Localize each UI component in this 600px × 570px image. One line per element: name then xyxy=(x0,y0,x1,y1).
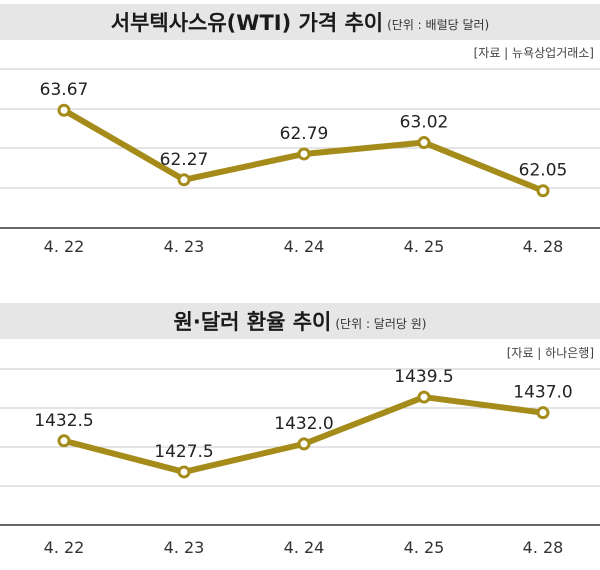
chart2-data-point xyxy=(297,437,311,451)
chart2-unit: (단위 : 달러당 원) xyxy=(335,316,427,331)
chart1-source: [자료 | 뉴욕상업거래소] xyxy=(473,46,594,60)
chart2-data-label: 1432.0 xyxy=(274,414,333,434)
chart1-title: 서부텍사스유(WTI) 가격 추이 xyxy=(110,11,384,35)
chart2-title-bar: 원·달러 환율 추이 (단위 : 달러당 원) xyxy=(0,303,600,339)
chart1-data-point xyxy=(297,147,311,161)
chart1-data-label: 62.79 xyxy=(280,124,329,144)
chart2-data-label: 1437.0 xyxy=(513,383,572,403)
chart2-data-point xyxy=(177,465,191,479)
chart1-data-point xyxy=(536,184,550,198)
chart1-x-tick-label: 4. 24 xyxy=(284,237,325,256)
chart1-data-label: 62.27 xyxy=(160,150,209,170)
chart1-x-tick-label: 4. 28 xyxy=(523,237,564,256)
chart2-data-point xyxy=(417,390,431,404)
chart2-x-tick-label: 4. 23 xyxy=(164,538,205,557)
chart1-unit: (단위 : 배럴당 달러) xyxy=(387,17,490,32)
chart1-data-point xyxy=(177,173,191,187)
chart1-data-point xyxy=(417,136,431,150)
chart2-x-tick-label: 4. 22 xyxy=(44,538,85,557)
chart1-data-point xyxy=(57,103,71,117)
chart2-data-label: 1439.5 xyxy=(394,367,453,387)
chart2-data-label: 1432.5 xyxy=(34,411,93,431)
chart1-data-label: 63.02 xyxy=(400,113,449,133)
chart1-title-bar: 서부텍사스유(WTI) 가격 추이 (단위 : 배럴당 달러) xyxy=(0,4,600,40)
chart2-source: [자료 | 하나은행] xyxy=(506,346,594,360)
chart2-data-point xyxy=(536,406,550,420)
chart2-data-label: 1427.5 xyxy=(154,442,213,462)
chart1-data-label: 63.67 xyxy=(40,80,89,100)
chart2-x-tick-label: 4. 28 xyxy=(523,538,564,557)
chart1-x-tick-label: 4. 23 xyxy=(164,237,205,256)
chart2-data-point xyxy=(57,434,71,448)
chart1-plot: 63.67 62.27 62.79 63.02 62.05 4. 22 4. 23 4. 24… xyxy=(0,68,600,256)
chart2-x-tick-label: 4. 24 xyxy=(284,538,325,557)
chart1-x-tick-label: 4. 25 xyxy=(404,237,445,256)
chart1-data-label: 62.05 xyxy=(519,161,568,181)
chart1-x-tick-label: 4. 22 xyxy=(44,237,85,256)
chart2-title: 원·달러 환율 추이 xyxy=(173,310,332,334)
chart2-x-tick-label: 4. 25 xyxy=(404,538,445,557)
